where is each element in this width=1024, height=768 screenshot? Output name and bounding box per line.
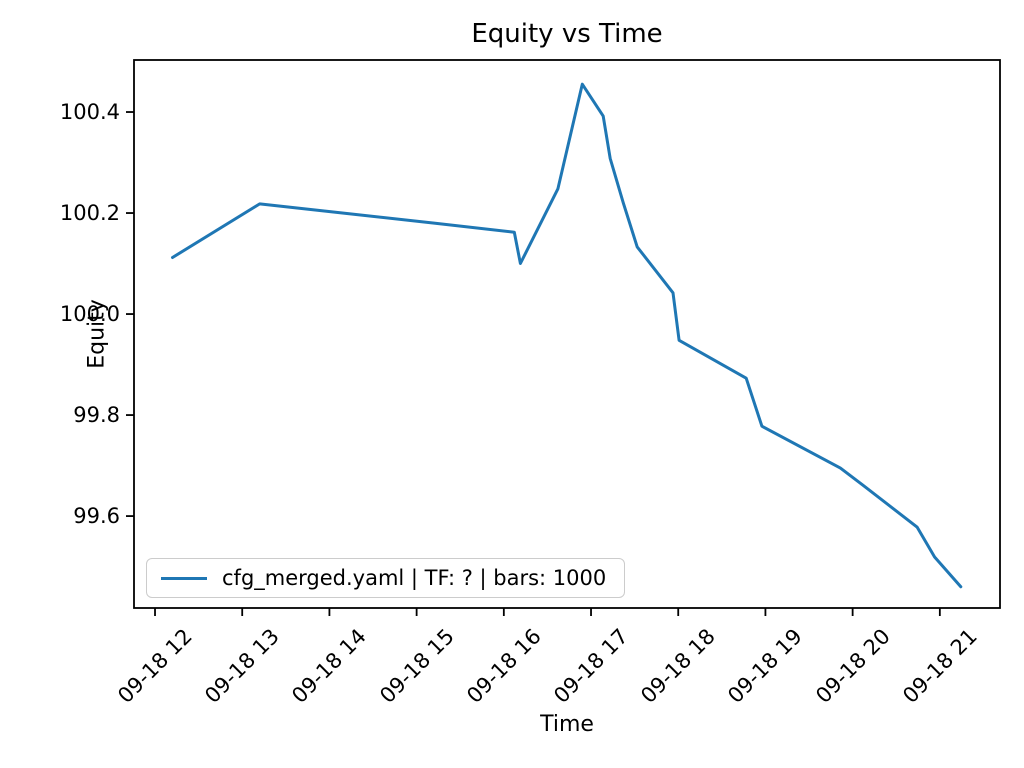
chart-title: Equity vs Time (471, 19, 663, 49)
legend-line-sample (161, 576, 207, 580)
equity-line (171, 82, 963, 589)
y-tick-label: 100.2 (59, 201, 120, 226)
legend-series-label: cfg_merged.yaml | TF: ? | bars: 1000 (222, 566, 607, 590)
y-tick-label: 99.8 (73, 403, 120, 428)
legend: cfg_merged.yaml | TF: ? | bars: 1000 (146, 558, 626, 598)
y-tick-label: 99.6 (73, 504, 120, 529)
axes-spines (133, 59, 1001, 609)
y-tick-label: 100.0 (59, 302, 120, 327)
x-axis-label: Time (540, 712, 594, 737)
y-tick-label: 100.4 (59, 100, 120, 125)
